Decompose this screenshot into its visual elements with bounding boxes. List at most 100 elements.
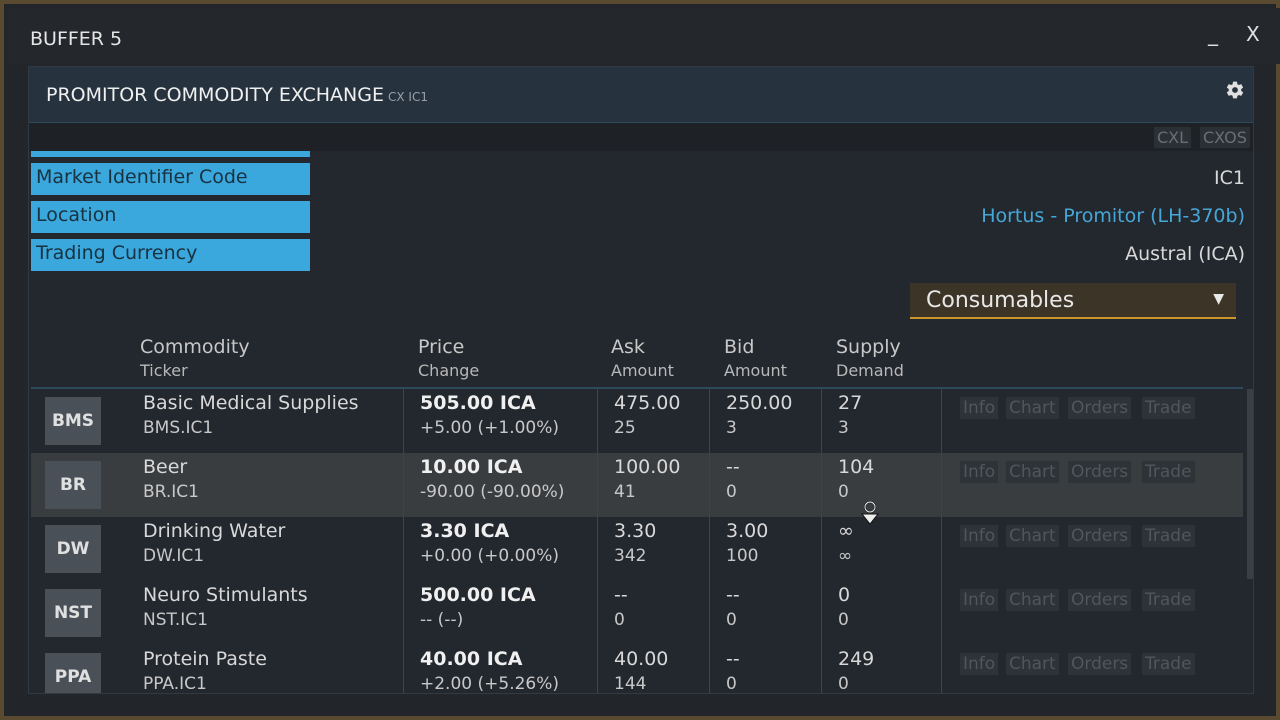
column-separator: [709, 581, 710, 645]
ticker-badge[interactable]: NST: [45, 589, 101, 637]
bid-cell: -- 0: [726, 455, 740, 505]
commodity-ticker: BR.IC1: [143, 482, 199, 502]
price-cell: 40.00 ICA +2.00 (+5.26%): [420, 647, 559, 693]
gear-icon[interactable]: [1225, 80, 1245, 100]
demand-value: 0: [838, 674, 849, 694]
chart-button[interactable]: Chart: [1006, 589, 1059, 611]
trade-button[interactable]: Trade: [1142, 653, 1195, 675]
category-dropdown[interactable]: Consumables ▼: [910, 283, 1236, 319]
cmd-link-cxos[interactable]: CXOS: [1200, 127, 1250, 148]
scrollbar[interactable]: [1247, 389, 1253, 579]
chart-button[interactable]: Chart: [1006, 653, 1059, 675]
commodity-name: Beer: [143, 456, 188, 478]
table-row[interactable]: DW Drinking Water DW.IC1 3.30 ICA +0.00 (+0.…: [31, 517, 1243, 581]
info-button[interactable]: Info: [960, 589, 999, 611]
chart-button[interactable]: Chart: [1006, 461, 1059, 483]
commodity-cell: Beer BR.IC1: [143, 455, 199, 505]
supply-value: 27: [838, 392, 863, 414]
chart-button[interactable]: Chart: [1006, 525, 1059, 547]
info-button[interactable]: Info: [960, 397, 999, 419]
table-row[interactable]: PPA Protein Paste PPA.IC1 40.00 ICA +2.00 (+…: [31, 645, 1243, 694]
ticker-badge[interactable]: PPA: [45, 653, 101, 693]
info-row-currency: Trading Currency Austral (ICA): [31, 239, 1251, 271]
info-button[interactable]: Info: [960, 653, 999, 675]
column-separator: [597, 389, 598, 453]
column-separator: [403, 581, 404, 645]
trade-button[interactable]: Trade: [1142, 397, 1195, 419]
supply-value: 0: [838, 584, 851, 606]
supply-cell: 249 0: [838, 647, 874, 694]
price-cell: 3.30 ICA +0.00 (+0.00%): [420, 519, 559, 569]
chart-button[interactable]: Chart: [1006, 397, 1059, 419]
ticker-badge[interactable]: BR: [45, 461, 101, 509]
col-header-commodity[interactable]: Commodity Ticker: [140, 336, 250, 380]
info-label: Trading Currency: [31, 239, 310, 271]
demand-value: 0: [838, 482, 849, 502]
orders-button[interactable]: Orders: [1068, 653, 1132, 675]
trade-button[interactable]: Trade: [1142, 525, 1195, 547]
price-cell: 500.00 ICA -- (--): [420, 583, 536, 633]
location-link[interactable]: Hortus - Promitor (LH-370b): [981, 205, 1245, 227]
cmd-link-cxl[interactable]: CXL: [1154, 127, 1192, 148]
price-value: 40.00 ICA: [420, 648, 523, 670]
ask-amount: 342: [614, 546, 647, 566]
table-row[interactable]: NST Neuro Stimulants NST.IC1 500.00 ICA -- (…: [31, 581, 1243, 645]
info-label: Market Identifier Code: [31, 163, 310, 195]
column-separator: [941, 581, 942, 645]
commodity-cell: Protein Paste PPA.IC1: [143, 647, 267, 694]
table-row[interactable]: BR Beer BR.IC1 10.00 ICA -90.00 (-90.00%) 100…: [31, 453, 1243, 517]
commodity-ticker: BMS.IC1: [143, 418, 214, 438]
col-header-supply[interactable]: Supply Demand: [836, 336, 904, 380]
buffer-titlebar[interactable]: BUFFER 5 _ X: [8, 8, 1280, 64]
orders-button[interactable]: Orders: [1068, 589, 1132, 611]
ask-price: 475.00: [614, 392, 681, 414]
info-row-mic: Market Identifier Code IC1: [31, 163, 1251, 195]
column-separator: [821, 389, 822, 453]
info-row-partial: [31, 151, 1251, 157]
trade-button[interactable]: Trade: [1142, 589, 1195, 611]
commodity-exchange-tile: PROMITOR COMMODITY EXCHANGE CX IC1 CXL CX…: [28, 66, 1254, 694]
cursor-icon: [860, 501, 880, 525]
info-button[interactable]: Info: [960, 461, 999, 483]
bid-amount: 0: [726, 482, 737, 502]
orders-button[interactable]: Orders: [1068, 397, 1132, 419]
column-separator: [709, 453, 710, 517]
column-separator: [941, 389, 942, 453]
column-separator: [403, 389, 404, 453]
minimize-button[interactable]: _: [1208, 22, 1218, 46]
price-value: 3.30 ICA: [420, 520, 510, 542]
ask-amount: 144: [614, 674, 647, 694]
price-change: -90.00 (-90.00%): [420, 482, 565, 502]
column-separator: [941, 517, 942, 581]
orders-button[interactable]: Orders: [1068, 461, 1132, 483]
info-row-location: Location Hortus - Promitor (LH-370b): [31, 201, 1251, 233]
ask-cell: 40.00 144: [614, 647, 668, 694]
column-separator: [597, 581, 598, 645]
trade-button[interactable]: Trade: [1142, 461, 1195, 483]
close-button[interactable]: X: [1246, 22, 1260, 46]
info-button[interactable]: Info: [960, 525, 999, 547]
column-separator: [597, 645, 598, 693]
commodity-name: Protein Paste: [143, 648, 267, 670]
column-separator: [941, 645, 942, 693]
price-cell: 10.00 ICA -90.00 (-90.00%): [420, 455, 564, 505]
orders-button[interactable]: Orders: [1068, 525, 1132, 547]
column-separator: [821, 581, 822, 645]
column-separator: [709, 389, 710, 453]
column-separator: [597, 517, 598, 581]
col-header-bid[interactable]: Bid Amount: [724, 336, 787, 380]
commodity-name: Basic Medical Supplies: [143, 392, 359, 414]
col-header-ask[interactable]: Ask Amount: [611, 336, 674, 380]
col-header-price[interactable]: Price Change: [418, 336, 480, 380]
demand-value: 3: [838, 418, 849, 438]
info-value: Austral (ICA): [1125, 243, 1245, 265]
commodity-ticker: PPA.IC1: [143, 674, 207, 694]
ticker-badge[interactable]: BMS: [45, 397, 101, 445]
ask-cell: -- 0: [614, 583, 628, 633]
ask-price: 3.30: [614, 520, 657, 542]
bid-cell: -- 0: [726, 647, 740, 693]
supply-cell: 104 0: [838, 455, 874, 505]
ticker-badge[interactable]: DW: [45, 525, 101, 573]
column-separator: [403, 517, 404, 581]
table-row[interactable]: BMS Basic Medical Supplies BMS.IC1 505.00 I…: [31, 389, 1243, 453]
